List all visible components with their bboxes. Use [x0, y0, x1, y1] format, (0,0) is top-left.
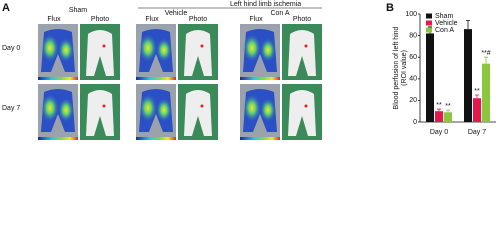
x-tick-label: Day 0: [430, 129, 448, 136]
flux-hot: [243, 94, 261, 122]
column-label: Photo: [91, 16, 109, 23]
column-label: Photo: [189, 16, 207, 23]
mouse-body: [288, 30, 316, 76]
marker-dot: [200, 104, 204, 108]
column-label: Flux: [249, 16, 263, 23]
color-bar: [136, 77, 176, 80]
mouse-body: [288, 90, 316, 136]
legend-label: Sham: [435, 13, 453, 20]
flux-hot: [139, 94, 157, 122]
legend-swatch: [426, 20, 432, 26]
flux-hot: [156, 98, 172, 122]
error-bar: [466, 20, 470, 30]
y-axis-label: (ROI value): [401, 50, 408, 86]
marker-dot: [102, 104, 106, 108]
y-tick-label: 100: [405, 11, 417, 18]
marker-dot: [200, 44, 204, 48]
flux-hot: [156, 38, 172, 62]
flux-hot: [260, 38, 276, 62]
column-label: Flux: [47, 16, 61, 23]
significance: **#: [481, 50, 490, 57]
mouse-body: [184, 90, 212, 136]
x-tick-label: Day 7: [468, 129, 486, 136]
y-tick-label: 20: [409, 97, 417, 104]
ischemia-title: Left hind limb ischemia: [230, 1, 301, 8]
legend-label: Con A: [435, 27, 454, 34]
y-tick-label: 60: [409, 54, 417, 61]
mouse-body: [86, 30, 114, 76]
mouse-body: [184, 30, 212, 76]
bar: [464, 29, 472, 122]
legend-swatch: [426, 27, 432, 33]
mouse-body: [86, 90, 114, 136]
row-label: Day 0: [2, 45, 20, 52]
color-bar: [240, 137, 280, 140]
flux-hot: [260, 98, 276, 122]
bar: [482, 63, 490, 122]
error-bar: [446, 109, 450, 113]
y-tick-label: 0: [413, 119, 417, 126]
group-label: Con A: [270, 10, 289, 17]
color-bar: [38, 77, 78, 80]
legend-swatch: [426, 13, 432, 19]
error-bar: [437, 108, 441, 112]
legend-label: Vehicle: [435, 20, 458, 27]
y-axis-label: Blood perfusion of left hind: [393, 26, 400, 109]
panel-label: B: [386, 2, 394, 14]
color-bar: [38, 137, 78, 140]
significance: **: [474, 88, 480, 95]
y-tick-label: 80: [409, 32, 417, 39]
group-label: Sham: [69, 7, 87, 14]
bar: [426, 33, 434, 122]
marker-dot: [304, 44, 308, 48]
flux-hot: [139, 34, 157, 62]
y-tick-label: 40: [409, 76, 417, 83]
significance: **: [445, 103, 451, 110]
bar: [473, 98, 481, 122]
significance: **: [436, 102, 442, 109]
bar: [444, 112, 452, 122]
row-label: Day 7: [2, 105, 20, 112]
marker-dot: [304, 104, 308, 108]
panel-label: A: [2, 2, 10, 14]
column-label: Photo: [293, 16, 311, 23]
column-label: Flux: [145, 16, 159, 23]
flux-hot: [58, 38, 74, 62]
flux-hot: [58, 98, 74, 122]
bar: [435, 111, 443, 122]
error-bar: [484, 56, 488, 64]
marker-dot: [102, 44, 106, 48]
flux-hot: [243, 34, 261, 62]
group-label: Vehicle: [165, 10, 188, 17]
flux-hot: [41, 34, 59, 62]
flux-hot: [41, 94, 59, 122]
color-bar: [136, 137, 176, 140]
error-bar: [475, 94, 479, 99]
color-bar: [240, 77, 280, 80]
